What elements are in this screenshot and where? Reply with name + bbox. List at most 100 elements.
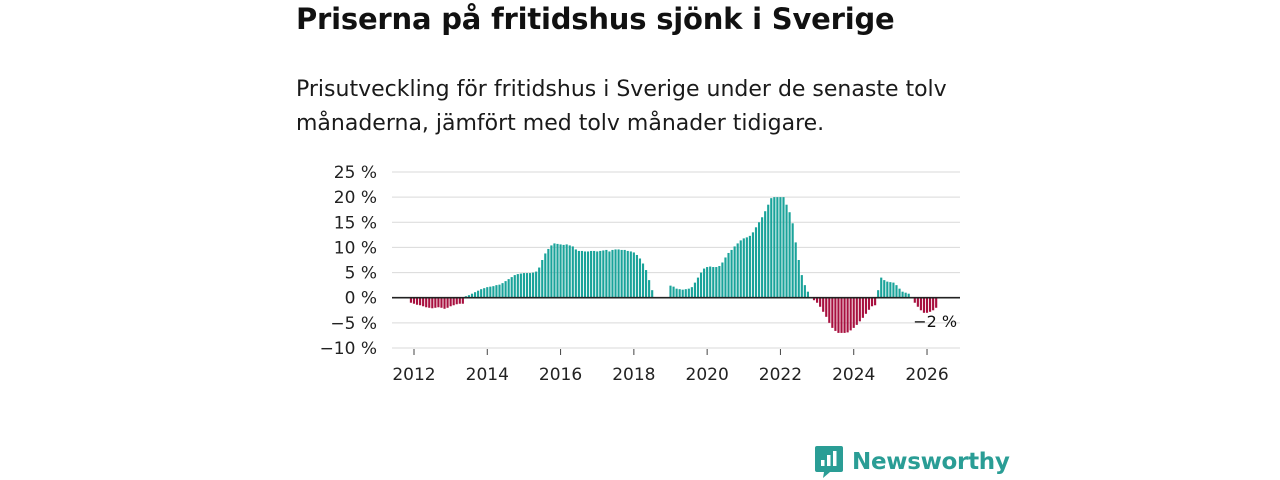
- bar: [773, 197, 776, 298]
- y-tick-label: 15 %: [334, 213, 377, 233]
- x-tick-label: 2020: [686, 365, 729, 385]
- bar: [519, 273, 522, 298]
- x-tick-label: 2016: [539, 365, 582, 385]
- bar: [510, 277, 513, 298]
- bar: [867, 297, 871, 310]
- bar: [895, 285, 898, 298]
- bar: [837, 297, 840, 333]
- bar: [678, 289, 681, 298]
- bar: [559, 244, 562, 298]
- bar: [458, 297, 461, 304]
- bar: [593, 250, 596, 298]
- x-tick-label: 2022: [759, 365, 802, 385]
- bar: [568, 245, 571, 298]
- y-tick-label: −5 %: [330, 314, 377, 334]
- bar: [751, 232, 755, 298]
- bar: [687, 288, 690, 298]
- bar: [431, 297, 434, 309]
- bar: [739, 240, 742, 298]
- bar: [617, 249, 620, 298]
- bar: [574, 249, 577, 298]
- bar: [834, 297, 837, 331]
- bar: [556, 243, 559, 298]
- bar: [831, 297, 834, 328]
- bar: [483, 288, 486, 298]
- bar: [901, 291, 904, 298]
- bar: [812, 297, 816, 301]
- bar: [730, 249, 733, 298]
- bar: [599, 250, 602, 298]
- bar: [422, 297, 425, 307]
- bar: [473, 292, 477, 298]
- bar: [748, 235, 751, 298]
- bar: [794, 242, 797, 298]
- brand-logo: Newsworthy: [814, 445, 1010, 479]
- bar: [428, 297, 431, 308]
- x-tick-label: 2012: [392, 365, 435, 385]
- bar: [498, 284, 501, 298]
- bar: [935, 297, 938, 308]
- bars: [409, 197, 938, 333]
- bar: [916, 297, 919, 307]
- bar: [586, 251, 590, 298]
- chart-title: Priserna på fritidshus sjönk i Sverige: [296, 2, 895, 36]
- bar: [480, 289, 483, 298]
- bar: [718, 266, 721, 298]
- bar: [742, 238, 745, 298]
- bar: [541, 260, 544, 298]
- bar: [907, 293, 910, 298]
- bar: [553, 243, 556, 298]
- bar: [696, 277, 700, 298]
- bar: [904, 292, 907, 298]
- x-tick-label: 2024: [832, 365, 875, 385]
- bar: [816, 297, 819, 303]
- bar: [425, 297, 428, 308]
- bar: [580, 250, 584, 298]
- bar: [874, 297, 877, 306]
- bar: [745, 237, 748, 298]
- bar: [602, 250, 605, 298]
- bar: [925, 297, 929, 313]
- bar: [608, 251, 611, 298]
- bar: [532, 272, 535, 298]
- bar: [757, 222, 761, 298]
- bar: [919, 297, 922, 311]
- bar: [693, 282, 697, 298]
- bar: [864, 297, 868, 314]
- bar: [797, 260, 800, 298]
- bar: [620, 249, 623, 298]
- bar: [501, 283, 504, 298]
- bar: [736, 243, 739, 298]
- bar: [550, 245, 553, 298]
- bar: [675, 288, 678, 298]
- axes: 25 % 20 % 15 % 10 % 5 % 0 % −5 % −10 % 2012 2014 2…: [320, 163, 960, 385]
- bar: [605, 249, 608, 298]
- bar: [632, 252, 635, 298]
- bar: [638, 258, 642, 298]
- newsworthy-logo-icon: [815, 446, 843, 478]
- bar: [449, 297, 452, 307]
- bar: [849, 297, 852, 331]
- bar: [434, 297, 437, 308]
- bar: [709, 266, 712, 298]
- bar: [489, 286, 492, 298]
- bar: [932, 297, 935, 311]
- bar: [535, 271, 538, 298]
- bar: [470, 293, 474, 298]
- bar: [861, 297, 864, 318]
- bar: [764, 211, 767, 298]
- x-tick-label: 2026: [905, 365, 948, 385]
- x-tick-label: 2014: [466, 365, 509, 385]
- bar: [614, 249, 617, 298]
- bar: [852, 297, 855, 328]
- bar: [877, 290, 880, 298]
- bar: [495, 285, 498, 298]
- y-tick-label: −10 %: [320, 339, 377, 359]
- bar: [715, 267, 718, 298]
- bar: [727, 252, 730, 298]
- bar: [858, 297, 861, 322]
- bar: [645, 270, 648, 298]
- bar: [513, 275, 516, 298]
- gridlines: [392, 171, 960, 349]
- bar: [669, 285, 672, 298]
